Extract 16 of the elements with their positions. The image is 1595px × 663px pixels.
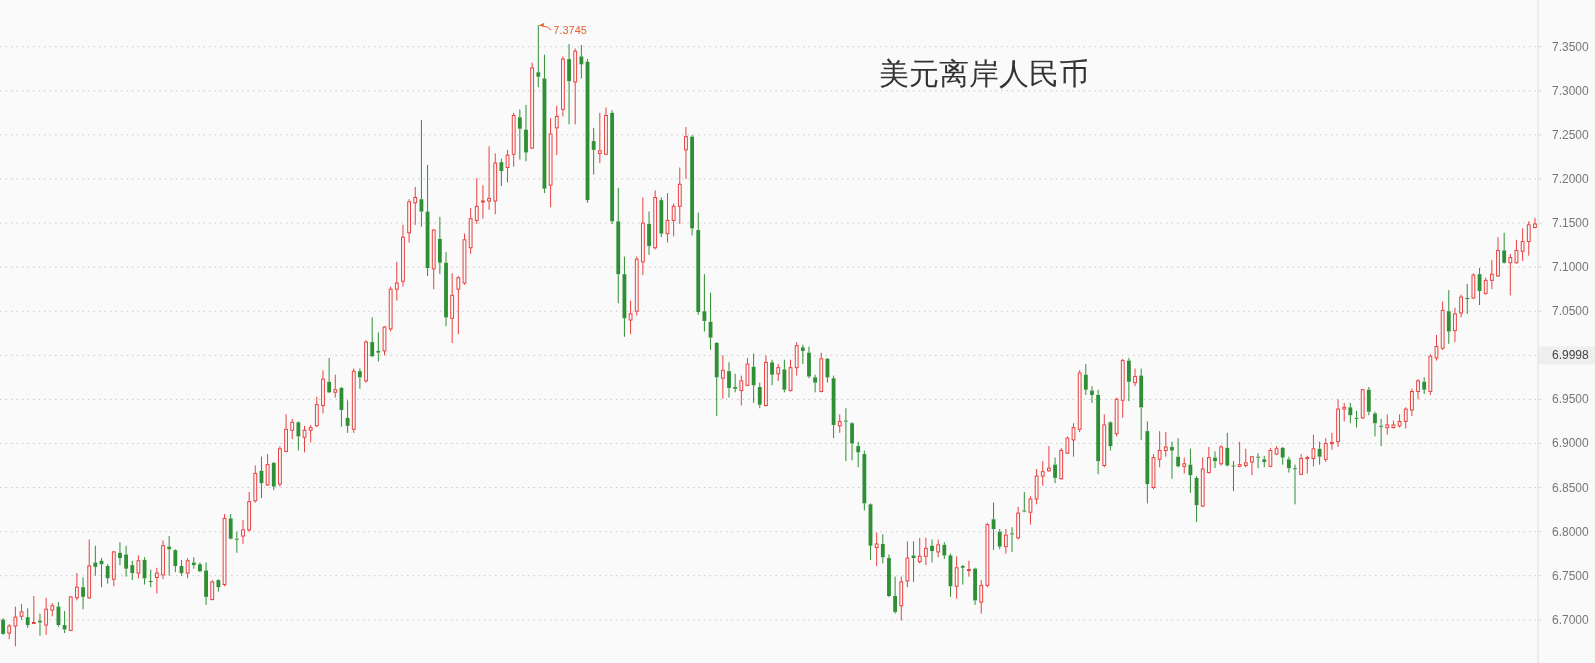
annotation: 7.3745 [553,24,587,37]
text: 美元离岸人民币 [879,57,1090,90]
y-tick-label: 7.3000 [1552,83,1590,98]
y-tick-label: 6.8000 [1552,524,1590,539]
y-tick-label: 6.7500 [1552,568,1590,583]
y-tick-label: 7.1500 [1552,216,1590,231]
y-tick-label: 7.0500 [1552,304,1590,319]
y-tick-label: 6.8500 [1552,480,1590,495]
y-tick-label: 7.2000 [1552,171,1590,186]
y-tick-label: 7.1000 [1552,260,1590,275]
y-tick-label: 6.9500 [1552,392,1590,407]
y-tick-label: 7.3500 [1552,39,1590,54]
y-tick-label: 6.7000 [1552,612,1590,627]
text: 6.9998 [1552,348,1590,363]
y-tick-label: 6.9000 [1552,436,1590,451]
y-tick-label: 7.2500 [1552,127,1590,142]
